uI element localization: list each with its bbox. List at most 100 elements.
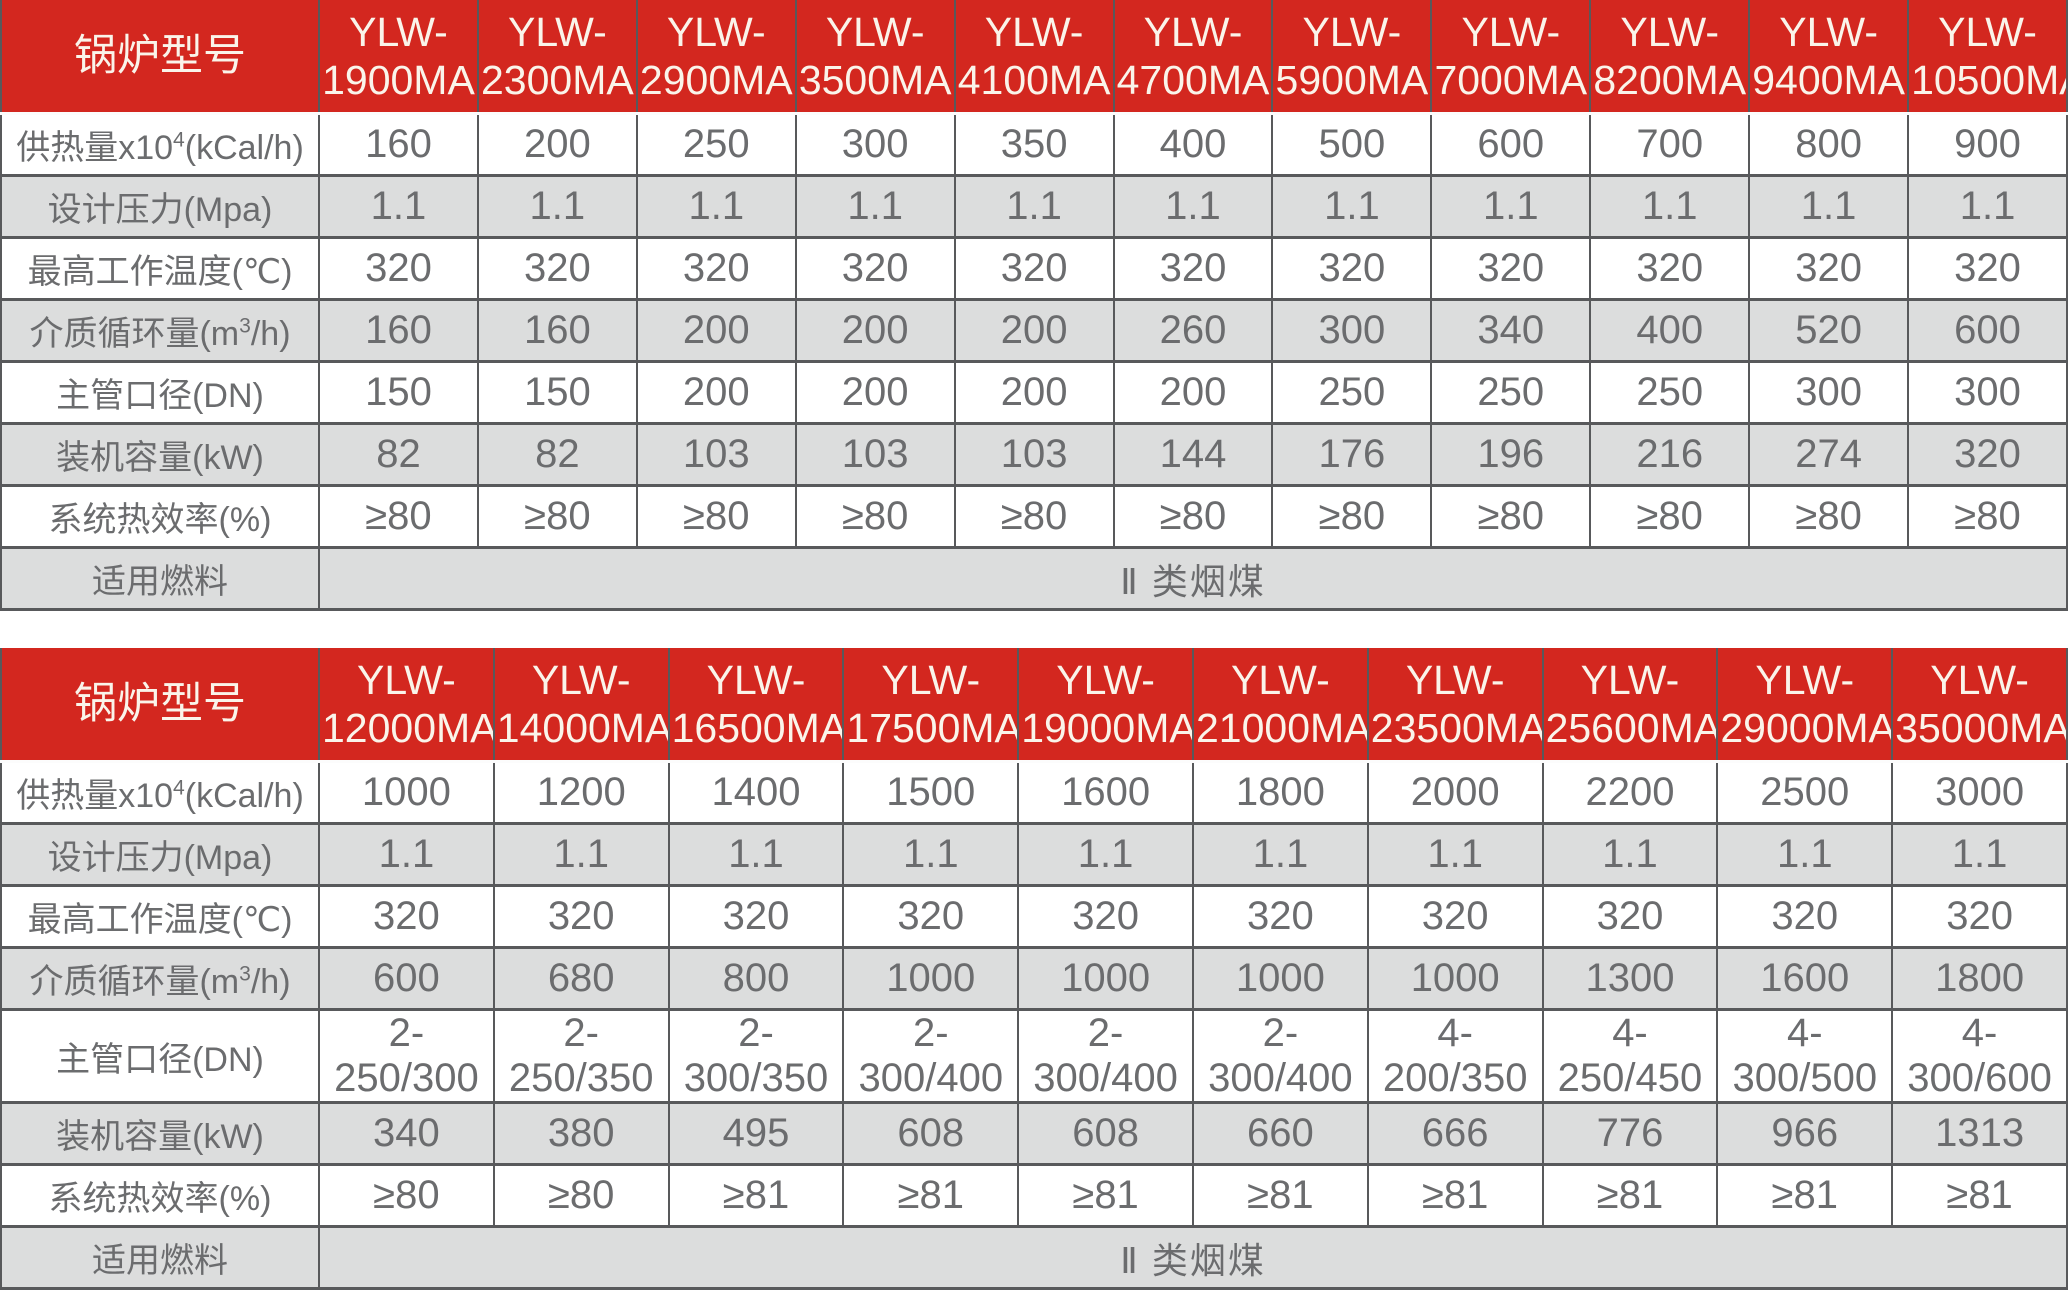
spec-value-cell: 1300 [1541,946,1719,1011]
spec-value-cell: 2-250/350 [492,1008,670,1104]
spec-row: 装机容量(kW) 82 82 103 103 103 144 176 196 216 274 320 [0,422,2068,487]
row-label-cell: 介质循环量(m3/h) [0,946,320,1011]
spec-row: 设计压力(Mpa) 1.1 1.1 1.1 1.1 1.1 1.1 1.1 1.1 1.1 1.1 [0,822,2068,887]
spec-value-cell: 1800 [1191,760,1369,825]
spec-value-cell: 2-250/300 [318,1008,495,1104]
row-label-cell: 最高工作温度(℃) [0,236,320,301]
model-series-text: YLW- [1302,8,1402,55]
spec-value-cell: ≥80 [794,484,956,549]
model-series-text: YLW- [508,8,607,55]
spec-value-cell: 1.1 [667,822,845,887]
spec-value-cell: 495 [667,1101,845,1166]
spec-value-cell: 1.1 [1541,822,1719,887]
spec-value-cell: 1.1 [635,174,797,239]
spec-value-cell: 160 [476,298,638,363]
model-number-text: 4700MA [1116,57,1270,103]
spec-value-cell: 608 [1017,1101,1194,1166]
model-number-text: 12000MA [322,705,494,751]
model-series-text: YLW- [1755,656,1855,703]
row-label-cell: 装机容量(kW) [0,422,320,487]
model-header-cell: YLW- 1900MA [318,0,479,115]
spec-value-cell: 300 [794,112,956,177]
spec-value-cell: 320 [1430,236,1592,301]
model-series-text: YLW- [706,656,806,703]
spec-value-cell: 1500 [842,760,1020,825]
spec-value-cell: 320 [1017,884,1194,949]
spec-value-cell: 1000 [1366,946,1544,1011]
model-header-cell: YLW- 25600MA [1541,648,1719,763]
spec-value-cell: 600 [1430,112,1592,177]
model-series-text: YLW- [881,656,981,703]
spec-value-cell: 1000 [1191,946,1369,1011]
row-label-superscript: 3 [239,962,251,986]
spec-value-cell: 320 [953,236,1115,301]
spec-value-cell: 200 [476,112,638,177]
spec-value-cell: 160 [318,112,479,177]
spec-value-cell: ≥81 [1191,1163,1369,1228]
spec-row: 主管口径(DN) 2-250/300 2-250/350 2-300/350 2-300… [0,1008,2068,1104]
spec-value-cell: 3000 [1891,760,2068,825]
model-header-cell: YLW- 17500MA [842,648,1020,763]
spec-value-cell: 320 [318,884,495,949]
spec-value-cell: 200 [794,298,956,363]
model-series-text: YLW- [1231,656,1330,703]
spec-value-cell: 520 [1748,298,1910,363]
row-label-superscript: 3 [239,314,251,338]
spec-value-cell: 1600 [1716,946,1894,1011]
spec-value-cell: 400 [1589,298,1751,363]
model-number-text: 16500MA [671,705,844,751]
spec-value-cell: ≥80 [953,484,1115,549]
model-number-text: 4100MA [957,57,1111,103]
model-header-cell: YLW- 8200MA [1589,0,1751,115]
spec-value-cell: 680 [492,946,670,1011]
model-header-cell: YLW- 29000MA [1716,648,1894,763]
model-number-text: 17500MA [846,705,1019,751]
spec-value-cell: 1000 [1017,946,1194,1011]
spec-value-cell: 320 [635,236,797,301]
spec-value-cell: 320 [1271,236,1433,301]
spec-value-cell: 1.1 [1112,174,1274,239]
spec-value-cell: 2-300/400 [1017,1008,1194,1104]
spec-row: 系统热效率(%) ≥80 ≥80 ≥80 ≥80 ≥80 ≥80 ≥80 ≥80 ≥80 ≥80 ≥8… [0,484,2068,549]
spec-value-cell: 1.1 [492,822,670,887]
model-number-text: 19000MA [1021,705,1193,751]
spec-value-cell: 82 [476,422,638,487]
spec-value-cell: 1.1 [1716,822,1894,887]
model-series-text: YLW- [825,8,925,55]
spec-value-cell: 2-300/400 [842,1008,1020,1104]
model-series-text: YLW- [1405,656,1505,703]
model-header-row: 锅炉型号 YLW- 12000MA YLW- 14000MA YLW- 16500MA YLW… [0,648,2068,763]
spec-value-cell: 150 [318,360,479,425]
model-number-text: 7000MA [1434,57,1588,103]
row-label-cell: 装机容量(kW) [0,1101,320,1166]
row-label-text: 装机容量(kW) [56,439,264,477]
spec-value-cell: 320 [1191,884,1369,949]
model-number-text: 2900MA [639,57,793,103]
spec-table-large-models: 锅炉型号 YLW- 12000MA YLW- 14000MA YLW- 16500MA YLW… [0,648,2068,1290]
spec-value-cell: 1.1 [794,174,956,239]
model-header-cell: YLW- 35000MA [1891,648,2068,763]
spec-value-cell: 196 [1430,422,1592,487]
spec-value-cell: 144 [1112,422,1274,487]
model-header-cell: YLW- 9400MA [1748,0,1910,115]
row-label-cell: 供热量x104(kCal/h) [0,760,320,825]
spec-value-cell: 776 [1541,1101,1719,1166]
spec-value-cell: 660 [1191,1101,1369,1166]
fuel-row: 适用燃料 Ⅱ 类烟煤 [0,546,2068,611]
spec-value-cell: 1.1 [1271,174,1433,239]
model-number-text: 14000MA [496,705,669,751]
row-label-unit-text: /h) [250,963,291,1001]
spec-value-cell: 200 [635,360,797,425]
model-series-text: YLW- [1143,8,1243,55]
spec-value-cell: 274 [1748,422,1910,487]
spec-value-cell: ≥80 [1589,484,1751,549]
row-label-superscript: 4 [173,128,185,152]
spec-value-cell: 103 [794,422,956,487]
spec-value-cell: ≥81 [1891,1163,2068,1228]
spec-row: 最高工作温度(℃) 320 320 320 320 320 320 320 320 320 320 3… [0,236,2068,301]
spec-value-cell: 4-300/500 [1716,1008,1894,1104]
spec-value-cell: 250 [1589,360,1751,425]
model-series-text: YLW- [1938,8,2037,55]
model-header-cell: YLW- 2900MA [635,0,797,115]
spec-value-cell: 1.1 [1891,822,2068,887]
